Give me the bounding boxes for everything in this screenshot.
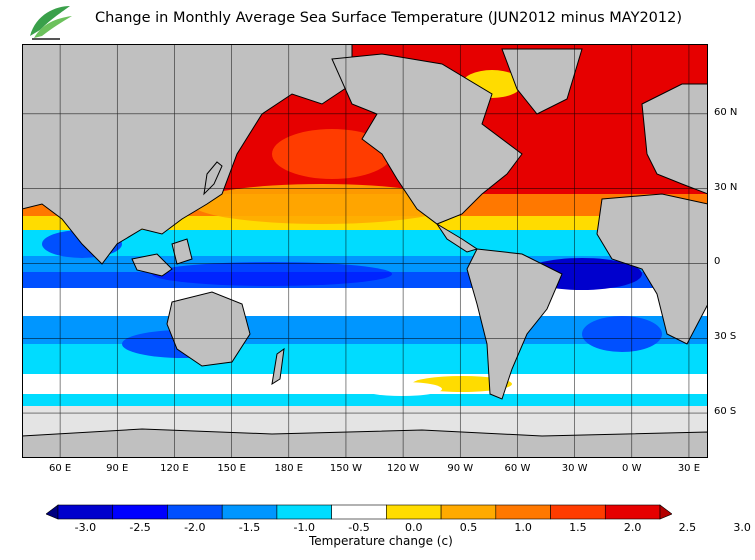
sst-change-map [22, 44, 708, 458]
latitude-label: 30 N [714, 181, 738, 193]
longitude-label: 90 W [447, 463, 474, 474]
colorbar-cell [495, 504, 551, 520]
colorbar-label: Temperature change (c) [309, 534, 453, 548]
colorbar-cell [550, 504, 606, 520]
colorbar-cell [276, 504, 332, 520]
color-scale-bar [46, 504, 672, 520]
chart-title: Change in Monthly Average Sea Surface Te… [95, 10, 683, 26]
colorbar-cell [440, 504, 497, 520]
longitude-label: 150 W [329, 463, 363, 474]
colorbar-cell [604, 504, 661, 520]
colorbar-tick-label: 0.5 [459, 521, 478, 534]
colorbar-tick-label: -1.0 [293, 521, 315, 534]
colorbar-tick-label: -1.5 [238, 521, 261, 534]
longitude-label: 90 E [106, 463, 129, 474]
colorbar-tick-label: 2.5 [678, 521, 697, 534]
colorbar-tick-label: 2.0 [623, 521, 642, 534]
leaf-logo-icon [30, 6, 72, 40]
colorbar-cell [57, 504, 114, 520]
longitude-label: 120 E [160, 463, 189, 474]
longitude-label: 60 E [48, 463, 72, 474]
latitude-label: 0 [714, 256, 721, 268]
colorbar-arrow-low [46, 504, 59, 520]
colorbar-tick-label: 1.0 [514, 521, 532, 534]
colorbar-tick-label: 1.5 [569, 521, 587, 534]
colorbar-tick-label: -3.0 [74, 521, 97, 534]
longitude-label: 150 E [217, 463, 246, 474]
colorbar-cell [112, 504, 168, 520]
latitude-label: 60 S [714, 406, 737, 418]
colorbar-cell [221, 504, 278, 520]
colorbar-tick-label: 0.0 [404, 521, 423, 534]
colorbar-cell [386, 504, 442, 520]
latitude-label: 30 S [714, 331, 737, 343]
longitude-label: 30 W [561, 463, 588, 474]
graticule [22, 44, 708, 458]
colorbar-tick-label: -0.5 [348, 521, 370, 534]
longitude-label: 0 W [622, 463, 642, 474]
longitude-label: 180 E [274, 463, 304, 474]
longitude-label: 30 E [677, 463, 701, 474]
longitude-label: 120 W [387, 463, 420, 474]
colorbar-arrow-high [659, 504, 672, 520]
colorbar-tick-label: 3.0 [733, 521, 751, 534]
latitude-label: 60 N [714, 106, 738, 118]
colorbar-cell [167, 504, 223, 520]
colorbar-cell [331, 504, 387, 520]
colorbar-tick-label: -2.5 [129, 521, 151, 534]
longitude-label: 60 W [504, 463, 531, 474]
colorbar-tick-label: -2.0 [184, 521, 206, 534]
land-masses [22, 44, 708, 458]
